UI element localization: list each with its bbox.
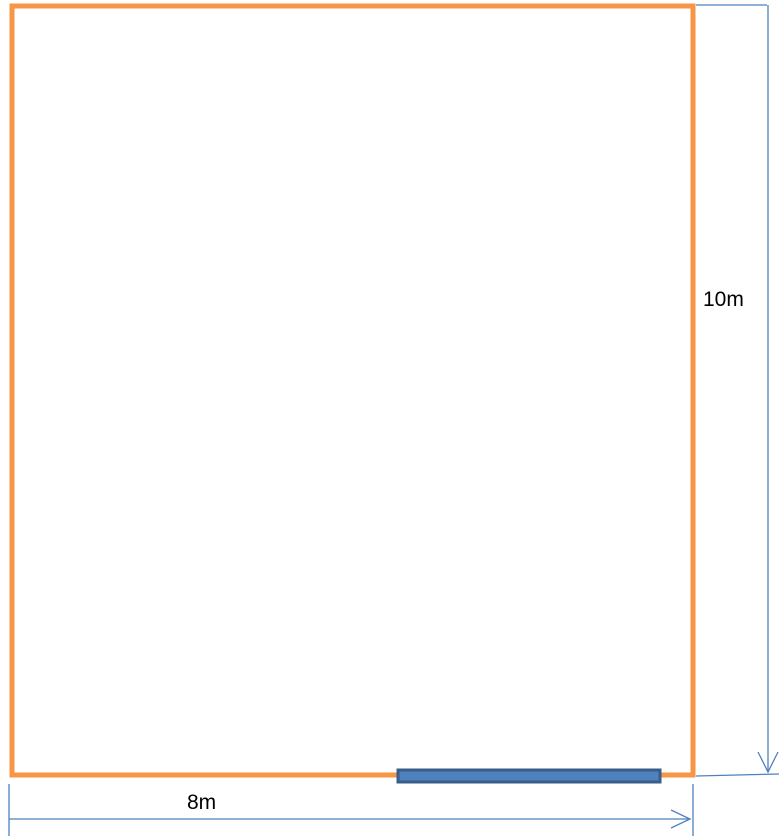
- height-label: 10m: [703, 288, 744, 311]
- height-dimension: [695, 4, 779, 777]
- door-opening: [396, 768, 662, 784]
- width-arrowhead-icon: [670, 809, 692, 829]
- width-dimension: [8, 784, 694, 836]
- height-arrowhead-icon: [757, 751, 779, 774]
- height-extension-bottom: [695, 773, 779, 777]
- room-outline: [9, 3, 696, 778]
- width-label: 8m: [187, 791, 217, 814]
